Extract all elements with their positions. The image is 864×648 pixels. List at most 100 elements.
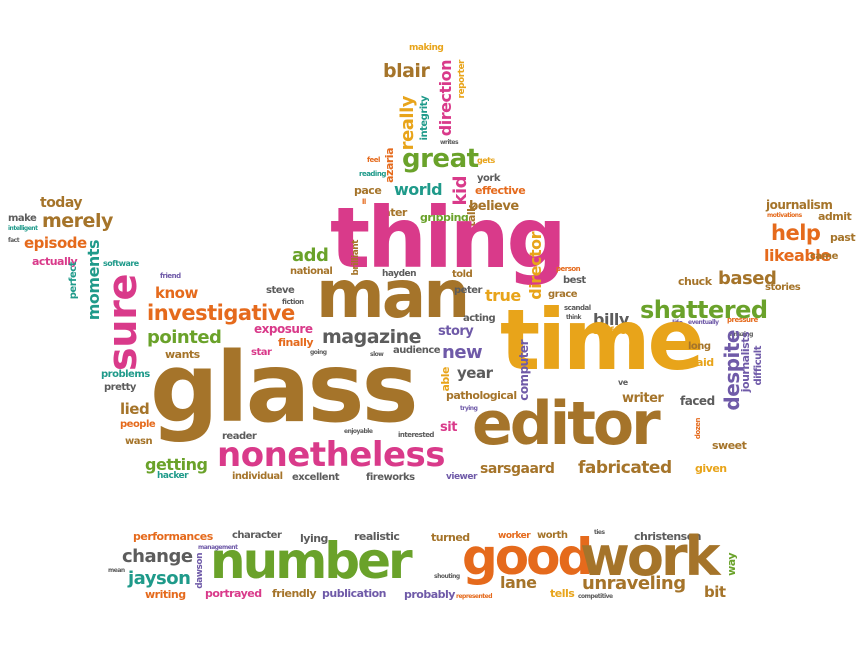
word-story: story bbox=[438, 324, 474, 339]
word-lied: lied bbox=[120, 400, 150, 418]
word-people: people bbox=[120, 419, 156, 430]
word-fabricated: fabricated bbox=[578, 458, 672, 478]
word-billy: billy bbox=[593, 310, 629, 329]
word-work: work bbox=[580, 525, 721, 588]
word-surface: surface bbox=[593, 326, 632, 337]
word-life: life bbox=[672, 319, 683, 327]
word-writer: writer bbox=[622, 391, 664, 406]
word-difficult: difficult bbox=[753, 346, 764, 386]
word-gripping: gripping bbox=[420, 211, 469, 224]
word-trying: trying bbox=[460, 405, 478, 412]
word-past: past bbox=[830, 231, 856, 244]
word-integrity: integrity bbox=[419, 96, 430, 141]
word-slow: slow bbox=[370, 351, 384, 358]
word-exposure: exposure bbox=[254, 322, 313, 336]
word-worker: worker bbox=[498, 531, 531, 541]
word-long: long bbox=[688, 341, 711, 352]
word-admit: admit bbox=[818, 210, 852, 223]
word-turned: turned bbox=[431, 531, 470, 544]
word-steve: steve bbox=[266, 285, 295, 296]
word-friend: friend bbox=[160, 272, 181, 280]
word-jayson: jayson bbox=[128, 568, 191, 589]
word-true: true bbox=[485, 286, 521, 305]
word-problems: problems bbox=[101, 369, 150, 380]
word-pathological: pathological bbox=[446, 389, 517, 402]
word-lane: lane bbox=[500, 573, 537, 592]
word-pace: pace bbox=[354, 184, 382, 197]
word-perfect: perfect bbox=[68, 262, 79, 300]
word-help: help bbox=[771, 221, 821, 245]
word-wants: wants bbox=[165, 348, 200, 361]
word-gets: gets bbox=[477, 156, 495, 165]
word-competitive: competitive bbox=[578, 593, 613, 600]
word-time: time bbox=[500, 291, 704, 389]
word-know: know bbox=[155, 284, 198, 302]
word-dozen: dozen bbox=[694, 418, 702, 440]
word-change: change bbox=[122, 546, 193, 567]
word-told: told bbox=[452, 269, 473, 280]
word-journalism: journalism bbox=[766, 198, 833, 212]
word-best: best bbox=[563, 275, 586, 286]
word-christensen: christensen bbox=[634, 530, 701, 543]
word-investigative: investigative bbox=[147, 301, 295, 325]
word-amazing: amazing bbox=[728, 331, 753, 338]
word-chuck: chuck bbox=[678, 275, 712, 288]
word-good: good bbox=[462, 528, 593, 586]
word-believe: believe bbox=[469, 199, 519, 214]
word-worth: worth bbox=[537, 530, 568, 541]
word-realistic: realistic bbox=[354, 530, 400, 543]
word-software: software bbox=[103, 259, 139, 268]
word-new: new bbox=[442, 342, 483, 363]
word-excellent: excellent bbox=[292, 472, 339, 483]
word-nonetheless: nonetheless bbox=[217, 435, 446, 475]
word-ll: ll bbox=[362, 198, 366, 206]
word-performances: performances bbox=[133, 530, 213, 543]
word-pointed: pointed bbox=[147, 327, 222, 348]
word-given: given bbox=[695, 462, 727, 475]
word-wasn: wasn bbox=[125, 436, 153, 447]
word-grace: grace bbox=[548, 289, 578, 300]
word-character: character bbox=[232, 530, 282, 541]
word-unraveling: unraveling bbox=[582, 573, 686, 594]
word-make: make bbox=[8, 213, 37, 224]
word-publication: publication bbox=[322, 587, 386, 600]
word-scandal: scandal bbox=[564, 304, 591, 312]
word-fireworks: fireworks bbox=[366, 472, 415, 483]
word-writing: writing bbox=[145, 588, 186, 601]
word-shattered: shattered bbox=[640, 296, 768, 324]
word-likeable: likeable bbox=[764, 246, 831, 265]
word-peter: peter bbox=[454, 285, 482, 296]
word-based: based bbox=[718, 268, 777, 289]
word-man: man bbox=[316, 256, 470, 333]
word-direction: direction bbox=[436, 60, 455, 137]
word-feel: feel bbox=[367, 156, 380, 164]
word-viewer: viewer bbox=[446, 472, 477, 482]
word-today: today bbox=[40, 195, 82, 211]
word-pressure: pressure bbox=[727, 316, 758, 324]
word-year: year bbox=[457, 364, 493, 382]
word-really: really bbox=[397, 96, 418, 151]
word-able: able bbox=[439, 367, 452, 392]
word-enjoyable: enjoyable bbox=[344, 428, 373, 435]
word-stories: stories bbox=[765, 282, 801, 293]
word-number: number bbox=[210, 532, 413, 590]
word-interested: interested bbox=[398, 431, 434, 439]
word-faced: faced bbox=[680, 394, 715, 408]
word-blair: blair bbox=[383, 60, 430, 82]
word-later: later bbox=[380, 206, 407, 219]
word-portrayed: portrayed bbox=[205, 587, 262, 600]
word-shouting: shouting bbox=[434, 573, 460, 580]
word-eventually: eventually bbox=[688, 319, 719, 326]
word-getting: getting bbox=[145, 455, 208, 474]
word-great: great bbox=[402, 144, 479, 174]
word-actually: actually bbox=[32, 255, 78, 268]
word-acting: acting bbox=[463, 313, 496, 324]
word-motivations: motivations bbox=[767, 212, 802, 219]
word-tells: tells bbox=[550, 587, 575, 600]
word-ties: ties bbox=[594, 529, 605, 536]
word-making: making bbox=[409, 43, 444, 53]
word-thing: thing bbox=[330, 189, 567, 287]
word-individual: individual bbox=[232, 471, 283, 482]
word-came: came bbox=[810, 251, 838, 262]
